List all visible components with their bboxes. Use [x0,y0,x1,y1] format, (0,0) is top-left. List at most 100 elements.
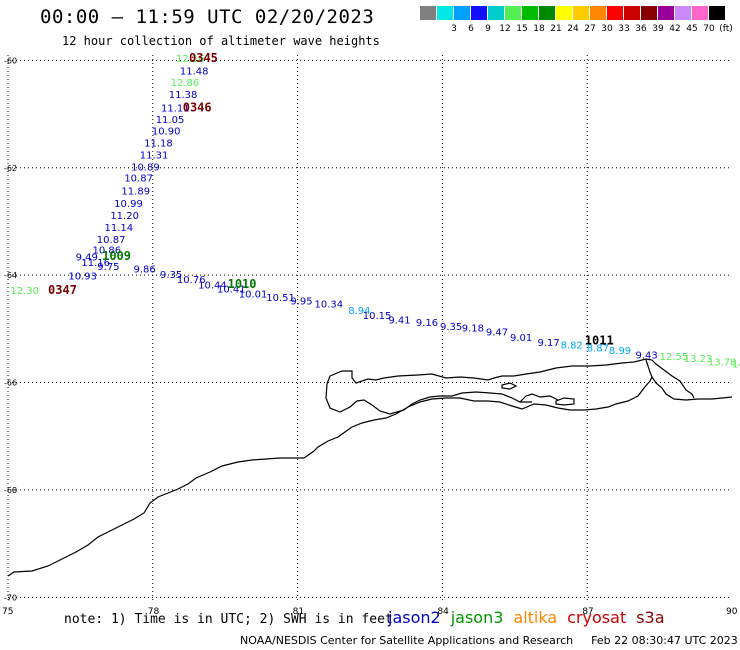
wave-height-value: 9.43 [635,350,657,361]
legend-label: 30 [601,24,613,34]
longitude-label: 75 [2,607,13,617]
wave-height-value: 8.82 [561,341,583,352]
wave-height-value: 9.86 [133,264,155,275]
credit-text: NOAA/NESDIS Center for Satellite Applica… [240,634,574,647]
wave-height-value: 10.15 [363,311,392,322]
latitude-label: -64 [4,271,17,280]
island-2 [555,397,575,406]
wave-height-value: 8.94 [348,306,370,317]
wave-height-value: 9.75 [97,262,119,273]
legend-label: 70 [703,24,715,34]
pass-time-label: 0346 [183,100,212,114]
wave-height-value: 13.78 [708,357,737,368]
legend-swatch [607,6,623,20]
wave-height-value: 8.99 [609,346,631,357]
wave-height-value: 11.48 [180,66,209,77]
latitude-label: -60 [4,56,17,65]
legend-label: 15 [516,24,528,34]
wave-height-value: 10.99 [114,199,143,210]
lat-lon-grid: 75 78 81 84 87 90 -60 -62 -64 -66 -68 -70 [2,55,738,617]
legend-label: 12 [499,24,511,34]
legend-label: 21 [550,24,562,34]
credit-footer: NOAA/NESDIS Center for Satellite Applica… [240,634,738,647]
legend-swatch [624,6,640,20]
legend-label: 9 [485,24,491,34]
satellite-legend: jason2 jason3 altika cryosat s3a [388,608,675,627]
coastline-main [7,375,733,577]
legend-label: 6 [468,24,474,34]
color-scale-legend: 3 6 9 12 15 18 21 24 27 30 33 36 39 42 45 70 (ft) [420,4,733,34]
legend-swatch [437,6,453,20]
wave-height-value: 13.23 [684,354,713,365]
wave-height-value: 10.86 [92,246,121,257]
legend-swatch [488,6,504,20]
wave-height-value: 11.38 [169,90,198,101]
wave-height-value: 9.95 [290,297,312,308]
satellite-s3a: s3a [636,608,665,627]
wave-height-value: 10.51 [266,293,295,304]
satellite-altika: altika [513,608,558,627]
legend-swatch [471,6,487,20]
legend-label: 24 [567,24,579,34]
pass-time-labels: 0345 0346 0347 1009 1010 1011 [48,51,614,347]
wave-height-value: 10.90 [152,126,181,137]
longitude-label: 90 [726,607,738,617]
legend-swatch [658,6,674,20]
longitude-label: 87 [582,607,593,617]
latitude-label: -70 [4,593,17,602]
wave-height-value: 9.41 [388,315,410,326]
wave-height-value: 10.34 [314,299,343,310]
satellite-jason2: jason2 [388,608,441,627]
legend-label: 18 [533,24,545,34]
wave-height-value: 10.41 [217,284,246,295]
wave-height-value: 10.89 [131,162,160,173]
legend-label: 39 [652,24,664,34]
latitude-label: -68 [4,486,17,495]
legend-label: (ft) [719,24,733,34]
legend-swatch [709,6,725,20]
wave-height-value: 9.49 [76,253,98,264]
island-1 [501,382,518,390]
legend-swatch [573,6,589,20]
pass-time-label: 1010 [228,277,257,291]
wave-height-value: 9.18 [462,324,484,335]
wave-height-value: 10.87 [97,235,126,246]
wave-height-value: 12.30 [10,286,39,297]
generated-timestamp: Feb 22 08:30:47 UTC 2023 [591,634,738,647]
legend-swatch [675,6,691,20]
wave-height-value: 9.17 [537,338,559,349]
page-title: 00:00 – 11:59 UTC 02/20/2023 [40,6,375,28]
longitude-label: 84 [437,607,449,617]
legend-swatch [505,6,521,20]
pass-time-label: 0345 [189,51,218,65]
latitude-label: -66 [4,379,17,388]
page-subtitle: 12 hour collection of altimeter wave hei… [62,34,380,48]
wave-height-value: 9.35 [160,270,182,281]
pass-time-label: 1009 [102,249,131,263]
wave-height-value: 8.87 [587,343,609,354]
wave-height-value: 10.01 [239,290,268,301]
legend-label: 36 [635,24,647,34]
legend-label: 33 [618,24,630,34]
legend-label: 27 [584,24,596,34]
legend-label: 3 [451,24,457,34]
wave-height-value: 10.44 [198,281,227,292]
wave-height-value: 11.89 [121,187,150,198]
wave-height-value: 9.35 [440,322,462,333]
iceshelf-outline [325,358,695,415]
legend-swatch [641,6,657,20]
wave-height-value: 14.03 [732,360,740,371]
wave-height-value: 12.16 [176,54,205,65]
wave-height-value: 10.93 [68,271,97,282]
satellite-cryosat: cryosat [567,608,627,627]
wave-height-value: 12.86 [171,78,200,89]
legend-swatch [692,6,708,20]
wave-height-value: 11.20 [110,211,139,222]
legend-swatch [556,6,572,20]
longitude-label: 78 [148,607,160,617]
longitude-label: 81 [293,607,304,617]
legend-swatch [590,6,606,20]
